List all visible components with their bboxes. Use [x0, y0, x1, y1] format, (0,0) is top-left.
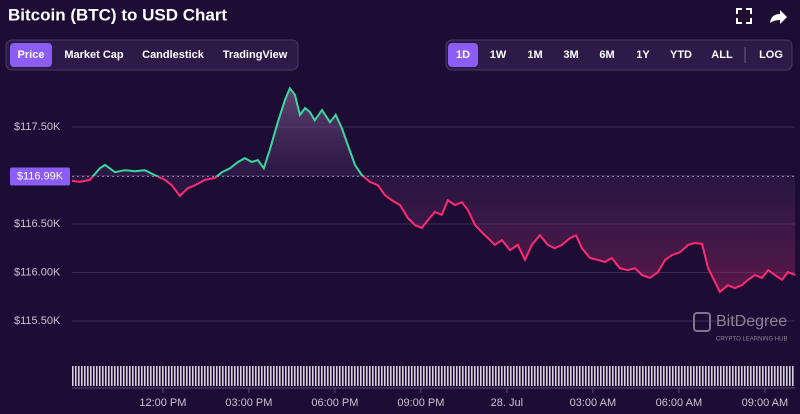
share-icon[interactable] — [770, 10, 787, 24]
range-button[interactable]: YTD — [670, 49, 692, 61]
range-button[interactable]: 6M — [599, 49, 614, 61]
x-tick-label: 09:00 PM — [397, 397, 444, 409]
title: Bitcoin (BTC) to USD Chart — [8, 5, 227, 24]
y-tick-label: $116.00K — [14, 266, 61, 278]
range-button[interactable]: 1M — [527, 49, 542, 61]
range-group — [445, 39, 793, 71]
tab-active — [10, 43, 52, 67]
range-button[interactable]: ALL — [711, 49, 733, 61]
watermark-subtitle: CRYPTO LEARNING HUB — [716, 337, 787, 343]
x-tick-label: 06:00 PM — [311, 397, 358, 409]
range-active — [448, 43, 478, 67]
y-tick-label: $116.50K — [14, 218, 61, 230]
tab-group — [5, 39, 299, 71]
baseline-marker — [10, 167, 70, 186]
y-tick-label: $115.50K — [14, 315, 61, 327]
price-line-above — [91, 86, 366, 177]
price-line-below — [72, 176, 795, 294]
x-tick-label: 06:00 AM — [656, 397, 702, 409]
x-tick-label: 03:00 AM — [570, 397, 616, 409]
baseline-label: $116.99K — [17, 170, 64, 182]
price-area — [72, 88, 795, 292]
tab[interactable]: Candlestick — [142, 49, 205, 61]
x-tick-label: 12:00 PM — [139, 397, 186, 409]
range-button[interactable]: 1W — [490, 49, 507, 61]
watermark-title: BitDegree — [716, 313, 787, 330]
range-button[interactable]: 1Y — [636, 49, 650, 61]
range-button[interactable]: 1D — [456, 49, 470, 61]
x-tick-label: 03:00 PM — [225, 397, 272, 409]
range-button[interactable]: 3M — [563, 49, 578, 61]
tab[interactable]: Market Cap — [64, 49, 124, 61]
x-tick-label: 09:00 AM — [742, 397, 788, 409]
tab[interactable]: Price — [18, 49, 45, 61]
watermark: BitDegree CRYPTO LEARNING HUB — [693, 312, 787, 343]
volume-strip — [72, 366, 795, 386]
range-button[interactable]: LOG — [759, 49, 783, 61]
tab[interactable]: TradingView — [223, 49, 288, 61]
fullscreen-icon[interactable] — [736, 8, 752, 24]
x-tick-label: 28. Jul — [491, 397, 523, 409]
y-tick-label: $117.50K — [14, 121, 61, 133]
